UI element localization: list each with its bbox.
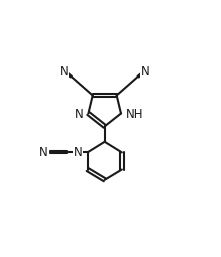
Text: N: N — [141, 65, 149, 78]
Text: N: N — [75, 108, 84, 121]
Text: N: N — [39, 146, 48, 159]
Text: N: N — [74, 146, 83, 159]
Text: NH: NH — [126, 108, 143, 121]
Text: N: N — [60, 65, 69, 78]
